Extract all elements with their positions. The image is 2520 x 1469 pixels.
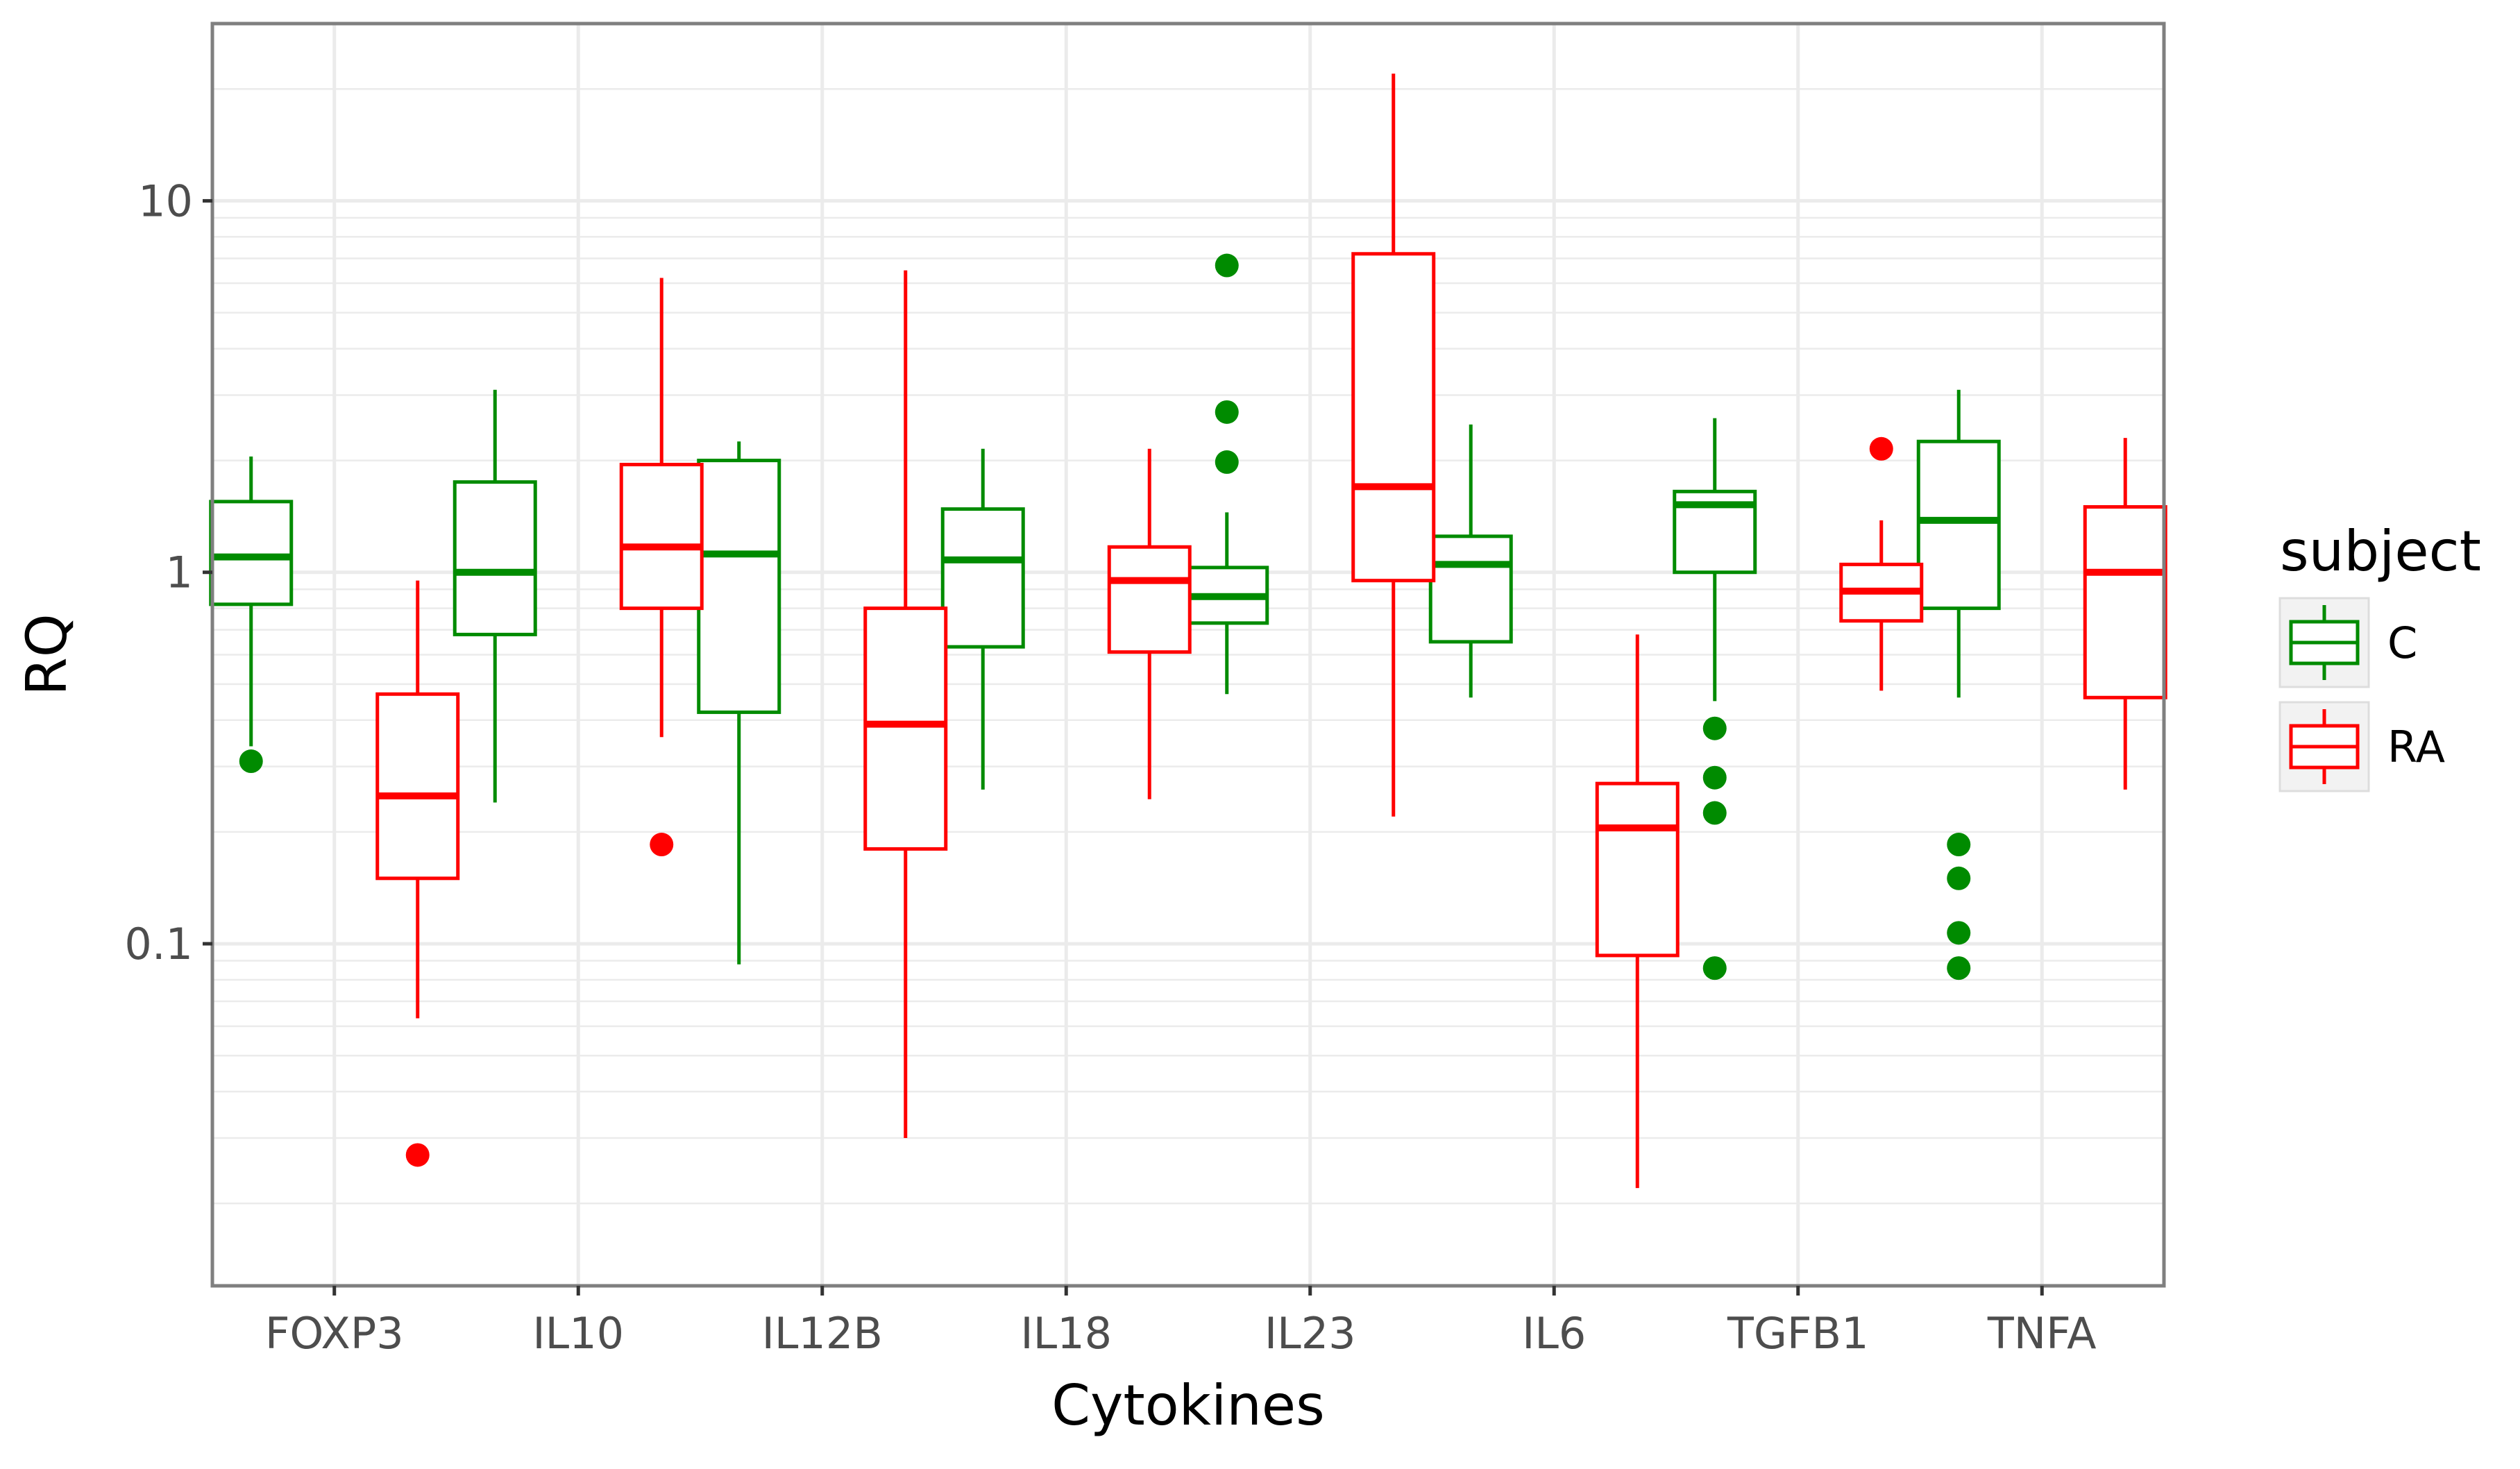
x-tick-label: TGFB1 <box>1727 1308 1869 1359</box>
outlier-point <box>1947 921 1971 945</box>
box-RA-IL18 <box>1107 448 1192 799</box>
outlier-point <box>1947 956 1971 980</box>
x-tick-label: IL23 <box>1265 1308 1356 1359</box>
box-C-IL12B <box>697 441 781 965</box>
x-axis: FOXP3 IL10 IL12B IL18 IL23 IL6 TGFB1 TNFA <box>265 1286 2097 1359</box>
iqr-box <box>1351 252 1436 583</box>
outlier-point <box>1215 253 1239 278</box>
box-C-FOXP3 <box>209 456 294 774</box>
y-axis: 0.1 1 10 <box>124 176 212 969</box>
plot-border <box>210 22 2166 1288</box>
iqr-box <box>375 692 460 881</box>
legend-key-RA <box>2278 701 2370 792</box>
outlier-point <box>1947 833 1971 857</box>
box-RA-IL10 <box>619 278 704 857</box>
box-C-IL6 <box>1428 424 1513 698</box>
y-tick-label: 1 <box>166 547 193 598</box>
box-C-IL23 <box>1185 253 1269 695</box>
legend-title: subject <box>2280 519 2481 584</box>
outlier-point <box>1215 450 1239 474</box>
boxes-layer <box>209 74 2167 1189</box>
outlier-point <box>1702 765 1727 790</box>
box-RA-IL6 <box>1595 634 1680 1189</box>
outlier-point <box>405 1143 430 1167</box>
box-RA-IL12B <box>863 270 948 1138</box>
legend-label-C: C <box>2387 618 2417 668</box>
iqr-box <box>1107 545 1192 654</box>
outlier-point <box>1702 956 1727 980</box>
outlier-point <box>1215 400 1239 424</box>
x-tick-label: TNFA <box>1987 1308 2097 1359</box>
iqr-box <box>1428 534 1513 644</box>
iqr-box <box>1916 439 2001 611</box>
legend-key-C <box>2278 597 2370 688</box>
iqr-box <box>1595 781 1680 958</box>
iqr-box <box>619 462 704 611</box>
outlier-point <box>650 833 674 857</box>
box-RA-TNFA <box>2083 438 2167 790</box>
box-C-TNFA <box>1916 389 2001 980</box>
box-C-IL10 <box>453 389 537 803</box>
box-C-TGFB1 <box>1673 418 1757 980</box>
gridlines <box>212 22 2164 1286</box>
y-axis-title: RQ <box>15 613 79 696</box>
y-tick-label: 10 <box>138 176 193 226</box>
box-C-IL18 <box>940 448 1025 790</box>
iqr-box <box>863 606 948 851</box>
legend: subject C RA <box>2278 519 2481 792</box>
legend-label-RA: RA <box>2387 722 2445 772</box>
outlier-point <box>1947 866 1971 890</box>
iqr-box <box>2083 504 2167 699</box>
outlier-point <box>239 749 263 774</box>
box-RA-FOXP3 <box>375 580 460 1167</box>
iqr-box <box>697 459 781 714</box>
x-tick-label: IL6 <box>1522 1308 1586 1359</box>
x-axis-title: Cytokines <box>1051 1373 1325 1438</box>
outlier-point <box>1702 801 1727 825</box>
x-tick-label: IL18 <box>1020 1308 1112 1359</box>
x-tick-label: IL12B <box>762 1308 883 1359</box>
iqr-box <box>209 500 294 606</box>
outlier-point <box>1702 716 1727 740</box>
outlier-point <box>1869 436 1893 461</box>
box-RA-IL23 <box>1351 74 1436 817</box>
x-tick-label: FOXP3 <box>265 1308 404 1359</box>
y-tick-label: 0.1 <box>124 919 193 969</box>
box-RA-TGFB1 <box>1839 436 1924 691</box>
x-tick-label: IL10 <box>532 1308 624 1359</box>
iqr-box <box>453 480 537 636</box>
iqr-box <box>940 507 1025 649</box>
